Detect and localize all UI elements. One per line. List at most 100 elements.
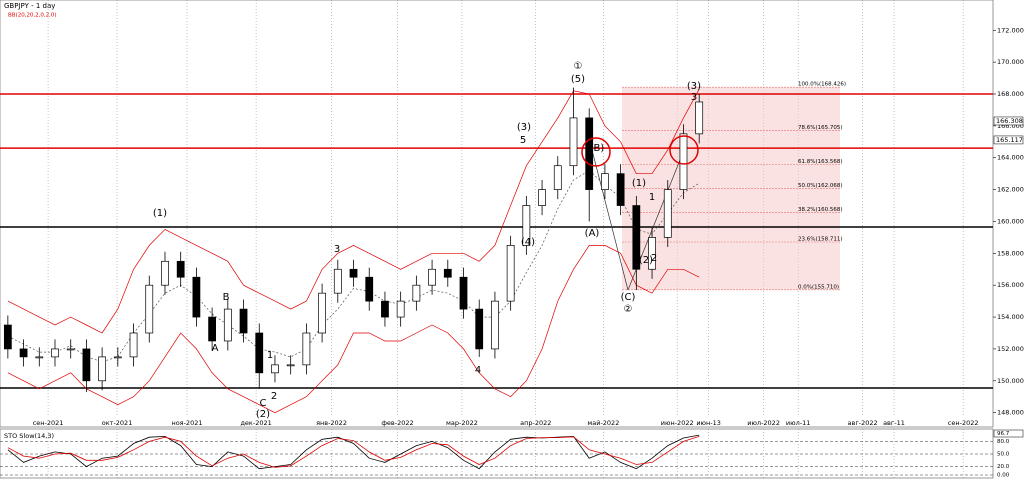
indicator-label: BB(20,20,2,0,2,0) [8,13,57,19]
x-tick-label: июл-2022 [747,419,780,427]
x-tick-label: май-2022 [587,419,619,427]
candle-body [601,173,609,190]
candle-body [396,300,405,318]
candle-body [66,348,75,351]
candle-body [208,316,216,342]
wave-label: 1 [649,192,655,203]
candle-body [129,332,138,358]
wave-label: 2 [651,253,657,264]
fib-label: 61.8%(163.568) [798,159,843,165]
x-tick-label: авг-11 [883,419,905,427]
x-tick-label: мар-2022 [446,419,478,427]
stoch-tick-label: 20.0 [997,464,1010,470]
x-tick-label: сен-2022 [948,419,979,427]
candle-body [51,348,59,358]
candle-body [365,276,374,302]
candle-body [443,268,452,278]
x-tick-label: окт-2021 [102,419,133,427]
wave-label: 2 [271,391,277,402]
candle-body [695,101,704,135]
wave-label: 3 [691,92,697,103]
stoch-tick-label: 80.0 [997,439,1010,445]
candle-body [616,173,625,206]
x-tick-label: июн-2022 [661,419,694,427]
wave-label: B [223,292,230,303]
wave-label: (1) [632,178,646,189]
y-tick-label: 170.000 [997,58,1024,66]
candle-body [679,133,688,190]
wave-label: (3) [687,81,701,92]
candle-body [412,284,421,302]
highlight-circle [669,135,699,165]
x-tick-label: ноя-2021 [171,419,202,427]
y-tick-label: 166.000 [997,122,1024,130]
wave-label: ① [574,61,583,72]
wave-label: (1) [153,208,167,219]
fib-label: 78.6%(165.705) [798,125,843,131]
candle-body [663,189,672,238]
candle-body [176,260,185,278]
stoch-d [7,436,700,468]
fib-label: 0.0%(155.710) [798,284,839,290]
stoch-k [7,434,700,470]
candle-body [19,348,28,358]
y-tick-label: 164.000 [997,154,1024,162]
fib-label: 38.2%(160.568) [798,207,843,213]
x-tick-label: апр-2022 [520,419,551,427]
stoch-current-box [993,429,1024,438]
candle-body [161,260,169,286]
wave-label: A [212,343,219,354]
candle-body [271,364,279,374]
price-tag [993,135,1024,145]
y-tick-label: 160.000 [997,217,1024,225]
x-tick-label: июн-13 [696,419,721,427]
wave-label: 4 [475,365,481,376]
candle-body [522,205,531,246]
candle-body [381,300,389,318]
price-tag [993,116,1024,126]
candle-body [35,356,44,359]
bb-upper [7,89,700,334]
wave-label: (B) [590,143,605,154]
candle-body [648,237,656,270]
chart-title: GBPJPY - 1 day [4,2,55,10]
candle-body [192,276,201,318]
y-tick-label: 152.000 [997,345,1024,353]
wave-label: (2) [639,255,653,266]
bb-lower [7,245,700,414]
candle-body [632,205,641,270]
candle-body [475,308,484,350]
candle-body [255,332,264,374]
x-tick-label: сен-2021 [33,419,64,427]
stoch-panel [0,428,994,479]
wave-label: (3) [517,122,531,133]
candle-body [585,117,594,190]
wave-label: (2) [256,409,270,420]
candle-body [113,356,122,359]
candle-body [506,245,515,302]
y-tick-label: 154.000 [997,313,1024,321]
y-tick-label: 162.000 [997,186,1024,194]
wave-line [591,149,629,291]
candle-body [459,276,468,310]
y-tick-label: 150.000 [997,377,1024,385]
wave-label: (5) [571,74,585,85]
y-tick-label: 172.000 [997,26,1024,34]
x-tick-label: дек-2021 [240,419,271,427]
candle-body [302,332,311,366]
y-tick-label: 156.000 [997,281,1024,289]
candle-body [239,308,248,334]
candle-body [491,300,499,350]
candle-body [538,189,546,206]
candle-body [428,268,436,286]
fib-label: 100.0%(168.426) [798,82,846,88]
wave-label: 3 [334,244,340,255]
x-tick-label: янв-2022 [316,419,347,427]
wave-label: C [260,398,267,409]
y-tick-label: 158.000 [997,249,1024,257]
wave-label: ② [624,304,633,315]
y-tick-label: 148.000 [997,409,1024,417]
price-tag-label: 165.117 [996,136,1023,144]
candle-body [82,348,91,382]
